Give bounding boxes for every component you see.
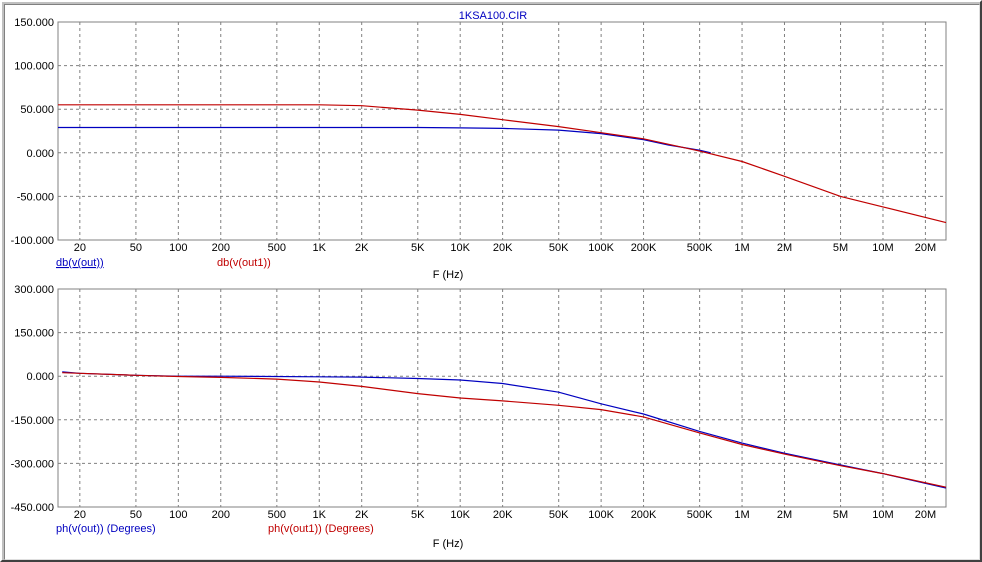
x-tick-label: 100K [588, 242, 614, 254]
x-tick-label: 500 [268, 242, 286, 254]
x-tick-label: 5M [833, 509, 848, 521]
x-tick-label: 10M [872, 242, 893, 254]
y-tick-label: -150.000 [11, 415, 54, 427]
y-tick-label: 0.000 [26, 148, 54, 160]
x-tick-label: 20 [74, 242, 86, 254]
y-tick-label: -300.000 [11, 458, 54, 470]
plot-frame [57, 21, 947, 241]
x-tick-label: 200K [631, 242, 657, 254]
plot-frame [57, 288, 947, 508]
x-tick-label: 1K [313, 242, 327, 254]
x-tick-label: 50 [130, 509, 142, 521]
x-tick-label: 1K [313, 509, 327, 521]
x-tick-label: 20M [915, 509, 936, 521]
legend-db-out1: db(v(out1)) [217, 257, 271, 269]
x-tick-label: 200K [631, 509, 657, 521]
x-tick-label: 5M [833, 242, 848, 254]
y-tick-label: 300.000 [14, 284, 54, 296]
series-line-blue [58, 126, 711, 154]
y-tick-label: -50.000 [17, 191, 54, 203]
x-tick-label: 2M [777, 242, 792, 254]
x-tick-label: 2K [355, 242, 369, 254]
x-tick-label: 50K [549, 242, 569, 254]
x-tick-label: 20M [915, 242, 936, 254]
x-axis-label-bottom: F (Hz) [433, 538, 464, 550]
x-tick-label: 200 [212, 509, 230, 521]
x-tick-label: 10M [872, 509, 893, 521]
x-tick-label: 200 [212, 242, 230, 254]
x-tick-label: 1M [734, 242, 749, 254]
x-tick-label: 10K [450, 509, 470, 521]
x-tick-label: 20K [493, 509, 513, 521]
x-tick-label: 2K [355, 509, 369, 521]
x-axis-label-top: F (Hz) [433, 269, 464, 281]
magnitude-plot: 150.000 100.000 50.000 0.000 -50.000 -100.000… [11, 17, 947, 254]
legend-ph-out: ph(v(out)) (Degrees) [56, 523, 156, 535]
chart-title: 1KSA100.CIR [459, 10, 528, 22]
phase-plot: 300.000 150.000 0.000 -150.000 -300.000 -450.… [11, 284, 947, 521]
x-tick-label: 20K [493, 242, 513, 254]
y-tick-label: 100.000 [14, 61, 54, 73]
legend-ph-out1: ph(v(out1)) (Degrees) [268, 523, 374, 535]
x-tick-label: 50 [130, 242, 142, 254]
x-tick-label: 1M [734, 509, 749, 521]
y-tick-label: 50.000 [20, 104, 54, 116]
series-line-blue [62, 371, 947, 489]
x-tick-label: 500K [687, 509, 713, 521]
y-tick-label: 150.000 [14, 17, 54, 29]
x-tick-label: 5K [411, 242, 425, 254]
x-tick-label: 100 [169, 509, 187, 521]
series-line-red [62, 372, 947, 488]
x-tick-label: 10K [450, 242, 470, 254]
series-line-red [58, 104, 947, 224]
y-tick-label: -100.000 [11, 235, 54, 247]
x-tick-label: 500 [268, 509, 286, 521]
y-tick-label: 150.000 [14, 328, 54, 340]
x-tick-label: 2M [777, 509, 792, 521]
plot-panel [4, 4, 980, 560]
x-tick-label: 5K [411, 509, 425, 521]
x-tick-label: 20 [74, 509, 86, 521]
x-tick-label: 50K [549, 509, 569, 521]
x-tick-label: 500K [687, 242, 713, 254]
y-tick-label: -450.000 [11, 502, 54, 514]
x-tick-label: 100 [169, 242, 187, 254]
y-tick-label: 0.000 [26, 371, 54, 383]
x-tick-label: 100K [588, 509, 614, 521]
legend-db-out: db(v(out)) [56, 257, 104, 269]
